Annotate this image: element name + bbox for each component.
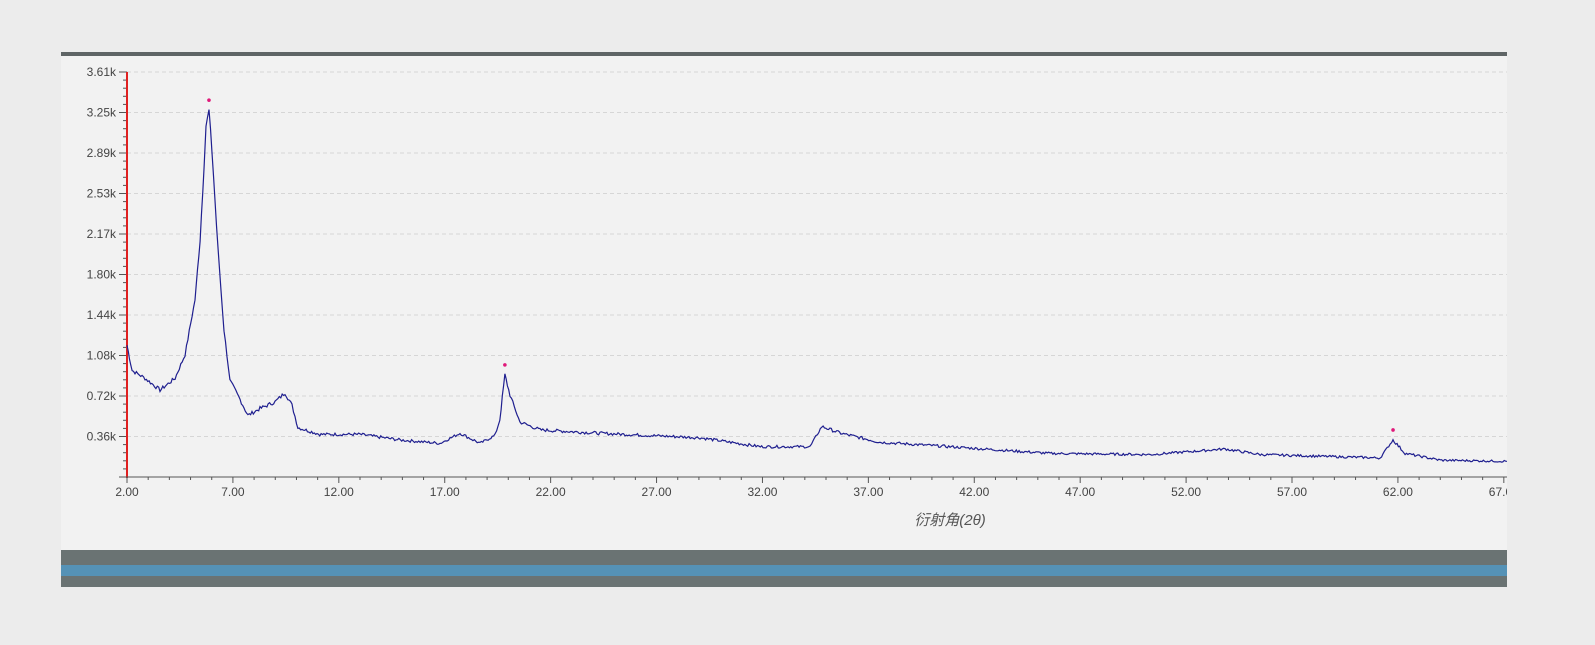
y-axis: 0.36k 0.72k 1.08k 1.44k 1.80k 2.17k 2.53k 2.89k… (87, 65, 128, 478)
y-tick-label: 2.53k (87, 187, 117, 201)
x-tick-label: 67.00 (1489, 485, 1507, 499)
x-tick-label: 37.00 (853, 485, 883, 499)
x-tick-label: 22.00 (536, 485, 566, 499)
y-tick-label: 1.08k (87, 349, 117, 363)
peak-marker (1391, 428, 1395, 432)
horizontal-scrollbar[interactable] (61, 550, 1507, 587)
x-axis-label: 衍射角(2θ) (914, 512, 985, 529)
x-tick-label: 42.00 (959, 485, 989, 499)
y-tick-label: 0.36k (87, 430, 117, 444)
data-series-line (126, 109, 1507, 463)
grid-lines (127, 71, 1507, 437)
chart-panel: 0.36k 0.72k 1.08k 1.44k 1.80k 2.17k 2.53k 2.89k… (61, 52, 1507, 587)
scrollbar-thumb[interactable] (61, 565, 1507, 576)
xrd-chart: 0.36k 0.72k 1.08k 1.44k 1.80k 2.17k 2.53k 2.89k… (87, 65, 1507, 529)
x-tick-label: 32.00 (747, 485, 777, 499)
x-axis: 2.00 7.00 12.00 17.00 22.00 27.00 32.00 37.00 42… (115, 476, 1507, 499)
x-tick-label: 17.00 (430, 485, 460, 499)
y-tick-label: 2.89k (87, 146, 117, 160)
y-tick-label: 3.61k (87, 65, 117, 79)
x-tick-label: 27.00 (642, 485, 672, 499)
x-tick-label: 62.00 (1383, 485, 1413, 499)
panel-top-border (61, 52, 1507, 56)
plot-area (126, 98, 1507, 463)
x-tick-label: 52.00 (1171, 485, 1201, 499)
x-tick-label: 7.00 (221, 485, 245, 499)
peak-marker (207, 98, 211, 102)
y-tick-label: 1.44k (87, 308, 117, 322)
peak-marker (503, 363, 507, 367)
x-tick-label: 12.00 (324, 485, 354, 499)
x-tick-label: 47.00 (1065, 485, 1095, 499)
x-tick-label: 2.00 (115, 485, 139, 499)
x-tick-label: 57.00 (1277, 485, 1307, 499)
y-tick-label: 2.17k (87, 227, 117, 241)
y-tick-label: 1.80k (87, 268, 117, 282)
y-tick-label: 3.25k (87, 106, 117, 120)
y-tick-label: 0.72k (87, 389, 117, 403)
